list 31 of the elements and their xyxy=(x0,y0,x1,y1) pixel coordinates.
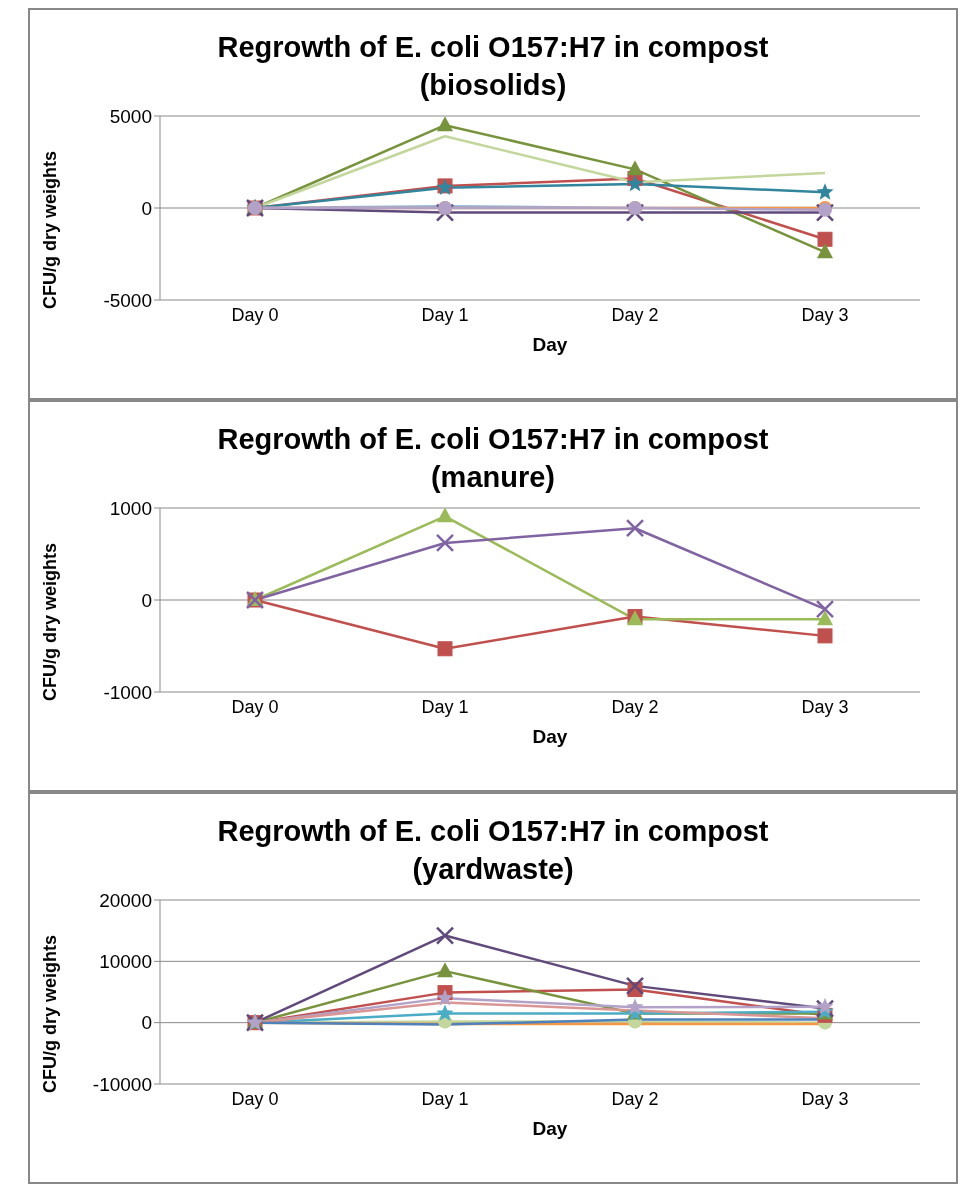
y-axis-title: CFU/g dry weights xyxy=(39,934,61,1094)
chart-title: Regrowth of E. coli O157:H7 in compost (manure) xyxy=(216,422,770,495)
x-tick-label: Day 0 xyxy=(231,1088,279,1109)
x-tick-label: Day 2 xyxy=(611,1088,659,1109)
chart-title: Regrowth of E. coli O157:H7 in compost (biosolids) xyxy=(216,30,770,103)
x-tick-label: Day 3 xyxy=(801,304,849,325)
y-tick-label: 20000 xyxy=(99,889,152,911)
x-tick-label: Day 3 xyxy=(801,1088,849,1109)
x-axis-title: Day xyxy=(531,726,569,748)
y-tick-label: -5000 xyxy=(103,289,152,311)
x-tick-label: Day 0 xyxy=(231,696,279,717)
x-tick-label: Day 2 xyxy=(611,696,659,717)
y-axis-title: CFU/g dry weights xyxy=(39,542,61,702)
y-tick-label: -1000 xyxy=(103,681,152,703)
y-tick-label: 0 xyxy=(141,1012,152,1034)
x-tick-label: Day 2 xyxy=(611,304,659,325)
x-tick-label: Day 1 xyxy=(421,304,469,325)
x-axis-title: Day xyxy=(531,334,569,356)
x-tick-label: Day 1 xyxy=(421,1088,469,1109)
y-tick-label: 0 xyxy=(141,589,152,611)
x-tick-label: Day 0 xyxy=(231,304,279,325)
x-tick-label: Day 1 xyxy=(421,696,469,717)
chart-title: Regrowth of E. coli O157:H7 in compost (yardwaste) xyxy=(216,814,770,887)
y-tick-label: 5000 xyxy=(109,105,152,127)
y-tick-label: 0 xyxy=(141,197,152,219)
x-tick-label: Day 3 xyxy=(801,696,849,717)
y-axis-title: CFU/g dry weights xyxy=(39,150,61,310)
y-tick-label: 10000 xyxy=(99,951,152,973)
y-tick-label: 1000 xyxy=(109,497,152,519)
x-axis-title: Day xyxy=(531,1118,569,1140)
y-tick-label: -10000 xyxy=(92,1073,152,1095)
